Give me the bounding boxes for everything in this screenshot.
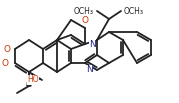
Polygon shape — [27, 72, 31, 86]
Text: N: N — [89, 39, 96, 49]
Text: OCH₃: OCH₃ — [124, 6, 144, 15]
Text: N: N — [86, 66, 93, 74]
Text: OCH₃: OCH₃ — [74, 6, 94, 15]
Text: O: O — [1, 59, 8, 67]
Text: O: O — [81, 15, 88, 25]
Text: HO: HO — [27, 75, 39, 84]
Text: O: O — [3, 44, 10, 53]
